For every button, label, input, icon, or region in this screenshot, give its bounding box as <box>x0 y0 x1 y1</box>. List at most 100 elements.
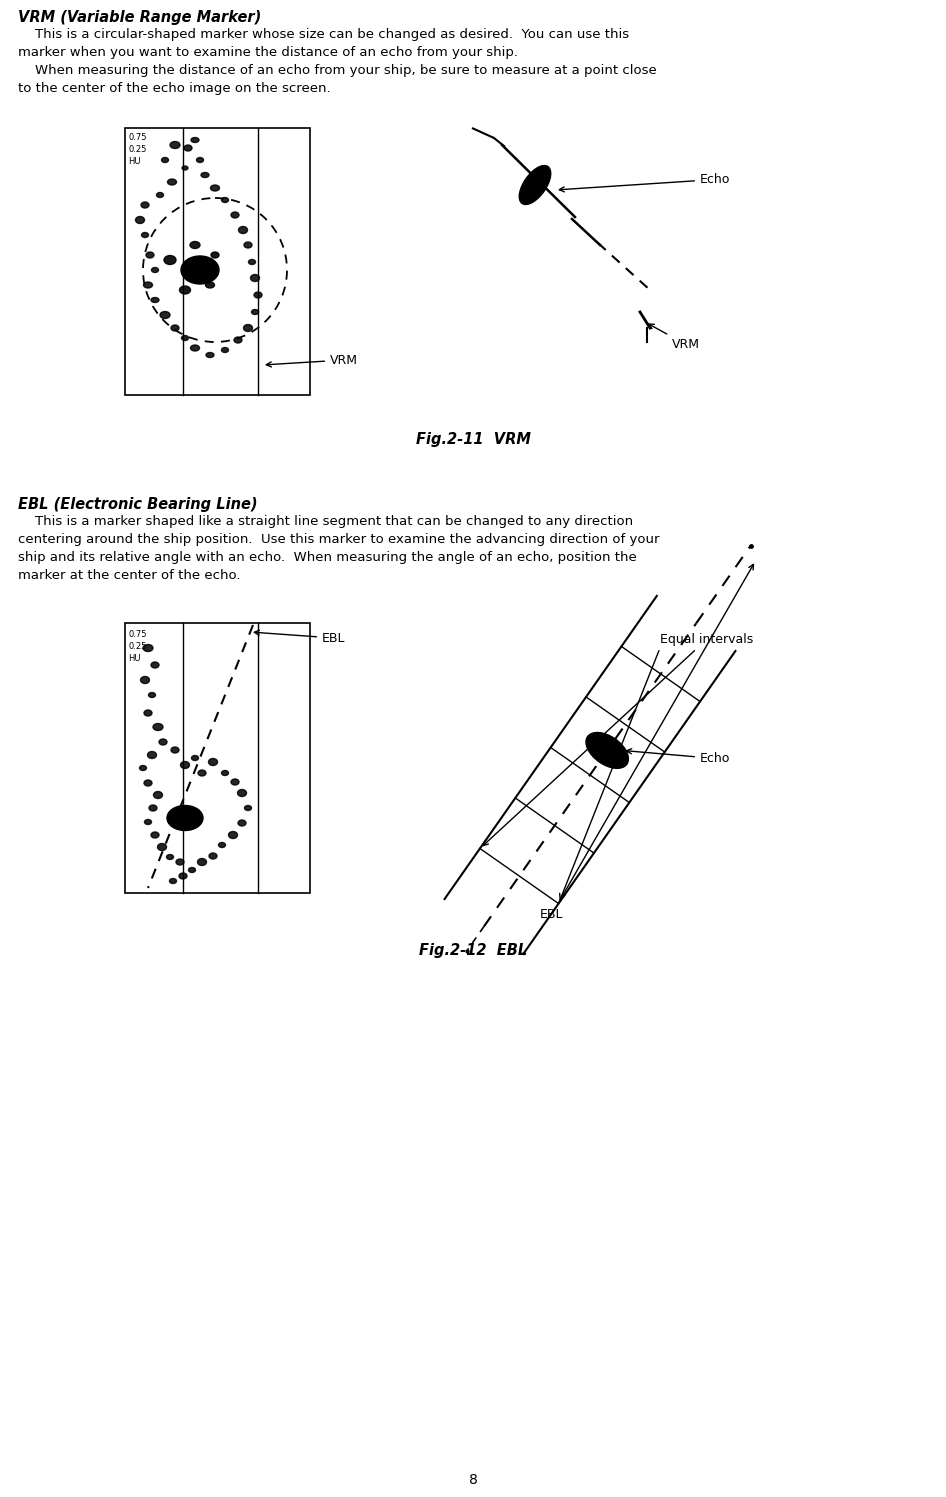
Ellipse shape <box>149 693 155 698</box>
Ellipse shape <box>180 286 190 293</box>
Ellipse shape <box>184 145 192 151</box>
Text: Equal intervals: Equal intervals <box>483 633 753 846</box>
Ellipse shape <box>145 819 151 825</box>
Ellipse shape <box>221 198 229 202</box>
Ellipse shape <box>182 335 188 340</box>
Ellipse shape <box>135 217 145 223</box>
Ellipse shape <box>141 677 149 684</box>
Ellipse shape <box>519 166 551 205</box>
Ellipse shape <box>144 281 152 287</box>
Ellipse shape <box>231 778 239 784</box>
Text: 8: 8 <box>468 1473 478 1487</box>
Ellipse shape <box>234 337 242 343</box>
Ellipse shape <box>221 771 229 775</box>
Ellipse shape <box>164 256 176 265</box>
Ellipse shape <box>252 310 258 314</box>
Ellipse shape <box>191 138 199 142</box>
Ellipse shape <box>198 858 206 865</box>
Ellipse shape <box>171 747 179 753</box>
Ellipse shape <box>156 193 164 198</box>
Text: Echo: Echo <box>559 174 730 192</box>
Ellipse shape <box>244 805 252 810</box>
Ellipse shape <box>169 879 177 883</box>
Ellipse shape <box>197 157 203 163</box>
Ellipse shape <box>159 740 167 746</box>
Ellipse shape <box>249 259 255 265</box>
Ellipse shape <box>167 805 203 831</box>
Ellipse shape <box>151 268 159 272</box>
Ellipse shape <box>151 298 159 302</box>
Ellipse shape <box>205 281 215 287</box>
Ellipse shape <box>229 831 237 838</box>
Ellipse shape <box>142 232 149 238</box>
Ellipse shape <box>146 251 154 257</box>
Ellipse shape <box>586 732 628 768</box>
Ellipse shape <box>179 873 187 879</box>
Ellipse shape <box>148 751 156 759</box>
Ellipse shape <box>243 325 253 331</box>
Text: 0.75: 0.75 <box>128 630 147 639</box>
Ellipse shape <box>206 352 214 358</box>
Ellipse shape <box>219 843 225 847</box>
Bar <box>125 129 310 395</box>
Ellipse shape <box>151 662 159 668</box>
Ellipse shape <box>244 243 252 249</box>
Text: marker at the center of the echo.: marker at the center of the echo. <box>18 569 240 582</box>
Ellipse shape <box>151 832 159 838</box>
Text: 0.75: 0.75 <box>128 133 147 142</box>
Ellipse shape <box>231 213 239 219</box>
Text: Fig.2-12  EBL: Fig.2-12 EBL <box>419 943 527 958</box>
Text: When measuring the distance of an echo from your ship, be sure to measure at a p: When measuring the distance of an echo f… <box>18 64 657 76</box>
Ellipse shape <box>143 645 153 651</box>
Ellipse shape <box>254 292 262 298</box>
Ellipse shape <box>170 142 180 148</box>
Ellipse shape <box>221 347 229 352</box>
Ellipse shape <box>153 792 163 798</box>
Ellipse shape <box>153 723 163 731</box>
Text: This is a marker shaped like a straight line segment that can be changed to any : This is a marker shaped like a straight … <box>18 515 633 528</box>
Text: Fig.2-11  VRM: Fig.2-11 VRM <box>415 433 531 448</box>
Ellipse shape <box>162 157 168 163</box>
Ellipse shape <box>251 274 259 281</box>
Ellipse shape <box>144 780 152 786</box>
Ellipse shape <box>181 256 219 284</box>
Ellipse shape <box>181 762 189 768</box>
Text: 0.25: 0.25 <box>128 642 147 651</box>
Ellipse shape <box>190 241 200 249</box>
Ellipse shape <box>190 344 200 350</box>
Ellipse shape <box>182 166 188 171</box>
Text: HU: HU <box>128 157 141 166</box>
Text: VRM: VRM <box>267 353 358 367</box>
Ellipse shape <box>201 172 209 178</box>
Text: marker when you want to examine the distance of an echo from your ship.: marker when you want to examine the dist… <box>18 46 518 58</box>
Bar <box>125 623 310 894</box>
Ellipse shape <box>139 765 147 771</box>
Ellipse shape <box>188 867 196 873</box>
Ellipse shape <box>208 759 218 765</box>
Ellipse shape <box>198 769 206 775</box>
Ellipse shape <box>211 251 219 257</box>
Text: EBL: EBL <box>254 630 345 645</box>
Ellipse shape <box>238 820 246 826</box>
Ellipse shape <box>167 180 177 186</box>
Text: This is a circular-shaped marker whose size can be changed as desired.  You can : This is a circular-shaped marker whose s… <box>18 28 629 40</box>
Ellipse shape <box>141 202 149 208</box>
Text: 0.25: 0.25 <box>128 145 147 154</box>
Ellipse shape <box>191 756 199 760</box>
Ellipse shape <box>144 710 152 716</box>
Ellipse shape <box>149 805 157 811</box>
Text: EBL (Electronic Bearing Line): EBL (Electronic Bearing Line) <box>18 497 257 512</box>
Ellipse shape <box>211 186 219 192</box>
Ellipse shape <box>166 855 173 859</box>
Text: ship and its relative angle with an echo.  When measuring the angle of an echo, : ship and its relative angle with an echo… <box>18 551 637 564</box>
Ellipse shape <box>209 853 217 859</box>
Ellipse shape <box>171 325 179 331</box>
Ellipse shape <box>160 311 170 319</box>
Text: Echo: Echo <box>626 748 730 765</box>
Ellipse shape <box>238 226 248 234</box>
Text: to the center of the echo image on the screen.: to the center of the echo image on the s… <box>18 82 330 94</box>
Text: VRM (Variable Range Marker): VRM (Variable Range Marker) <box>18 10 261 25</box>
Ellipse shape <box>157 843 166 850</box>
Ellipse shape <box>237 789 247 796</box>
Text: centering around the ship position.  Use this marker to examine the advancing di: centering around the ship position. Use … <box>18 533 659 546</box>
